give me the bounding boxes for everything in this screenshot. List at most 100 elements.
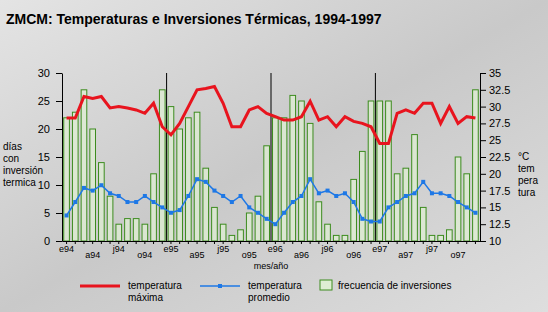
tick: j96 (321, 241, 334, 254)
bar (203, 168, 209, 241)
tick: j97 (425, 241, 438, 254)
tick (75, 241, 76, 244)
tick: a94 (85, 241, 100, 260)
bar (464, 174, 470, 241)
tick-label: 15 (489, 201, 501, 213)
marker (395, 200, 399, 204)
bar (394, 174, 400, 241)
y2-axis: 1012.51517.52022.52527.53032.535 (480, 67, 510, 247)
tick-label: 25 (489, 134, 501, 146)
marker (65, 213, 69, 217)
legend: temperaturamáximatemperaturapromediofrec… (80, 280, 451, 303)
tick-mark (257, 241, 258, 244)
marker (447, 194, 451, 198)
tick-label: 20 (489, 168, 501, 180)
tick-mark (318, 241, 319, 244)
tick-label: 20 (38, 123, 50, 135)
tick-mark (405, 241, 406, 244)
bar (264, 146, 270, 241)
tick-mark (480, 191, 486, 192)
tick: 30 (38, 67, 62, 79)
tick-mark (480, 157, 486, 158)
tick (292, 241, 293, 244)
marker (421, 180, 425, 184)
tick-label: e96 (268, 244, 283, 254)
bar (186, 118, 192, 241)
marker (204, 180, 208, 184)
bar (342, 235, 348, 241)
legend-marker (218, 284, 222, 288)
bar (133, 219, 139, 241)
tick-label: 17.5 (489, 185, 510, 197)
marker (82, 186, 86, 190)
tick: 12.5 (480, 218, 510, 230)
tick: o96 (346, 241, 361, 260)
tick-label: 32.5 (489, 84, 510, 96)
bar (360, 151, 366, 241)
bar (281, 118, 287, 241)
tick: a96 (294, 241, 309, 260)
tick-mark (310, 241, 311, 244)
tick: 5 (44, 207, 62, 219)
marker (178, 208, 182, 212)
tick (257, 241, 258, 244)
tick-label: 0 (44, 235, 50, 247)
bar (177, 129, 183, 241)
tick (475, 241, 476, 244)
tick-mark (92, 241, 93, 244)
plot: 0510152025301012.51517.52022.52527.53032… (38, 67, 511, 260)
tick-label: j96 (321, 244, 334, 254)
tick-mark (480, 224, 486, 225)
tick-mark (362, 241, 363, 244)
tick-mark (480, 107, 486, 108)
tick-mark (101, 241, 102, 244)
tick-mark (188, 241, 189, 244)
tick: 25 (38, 95, 62, 107)
legend-label: frecuencia de inversiones (338, 280, 451, 291)
tick: o95 (242, 241, 257, 260)
legend-label: temperaturapromedio (248, 280, 302, 303)
marker (352, 200, 356, 204)
marker (334, 194, 338, 198)
bar (64, 118, 70, 241)
tick (423, 241, 424, 244)
tick-mark (136, 241, 137, 244)
marker (465, 205, 469, 209)
marker (404, 194, 408, 198)
marker (239, 194, 243, 198)
tick (449, 241, 450, 244)
bar (151, 174, 157, 241)
tick-mark (153, 241, 154, 244)
y-axis-title: termica (3, 177, 36, 188)
bar (168, 107, 174, 241)
tick-mark (205, 241, 206, 244)
tick-label: 30 (489, 101, 501, 113)
tick-mark (127, 241, 128, 244)
x-axis: e94a94j94o94e95a95j95o95e96a96j96o96e97a… (59, 241, 480, 260)
tick-mark (197, 241, 198, 244)
tick (127, 241, 128, 244)
bar (412, 135, 418, 241)
tick-mark (480, 90, 486, 91)
bar (255, 196, 261, 241)
y-axis-title: con (3, 153, 19, 164)
axis-line (62, 74, 63, 242)
tick-label: 27.5 (489, 117, 510, 129)
tick (188, 241, 189, 244)
tick: 25 (480, 134, 501, 146)
marker (125, 200, 129, 204)
tick: 15 (38, 151, 62, 163)
marker (230, 200, 234, 204)
tick-mark (336, 241, 337, 244)
tick (318, 241, 319, 244)
tick: e97 (372, 241, 387, 254)
marker (439, 191, 443, 195)
bar (438, 235, 444, 241)
marker (317, 191, 321, 195)
tick: j94 (112, 241, 125, 254)
tick (388, 241, 389, 244)
bar (116, 224, 122, 241)
y2-axis-title: tem (518, 163, 535, 174)
tick-label: 30 (38, 67, 50, 79)
year-separator (375, 73, 376, 241)
